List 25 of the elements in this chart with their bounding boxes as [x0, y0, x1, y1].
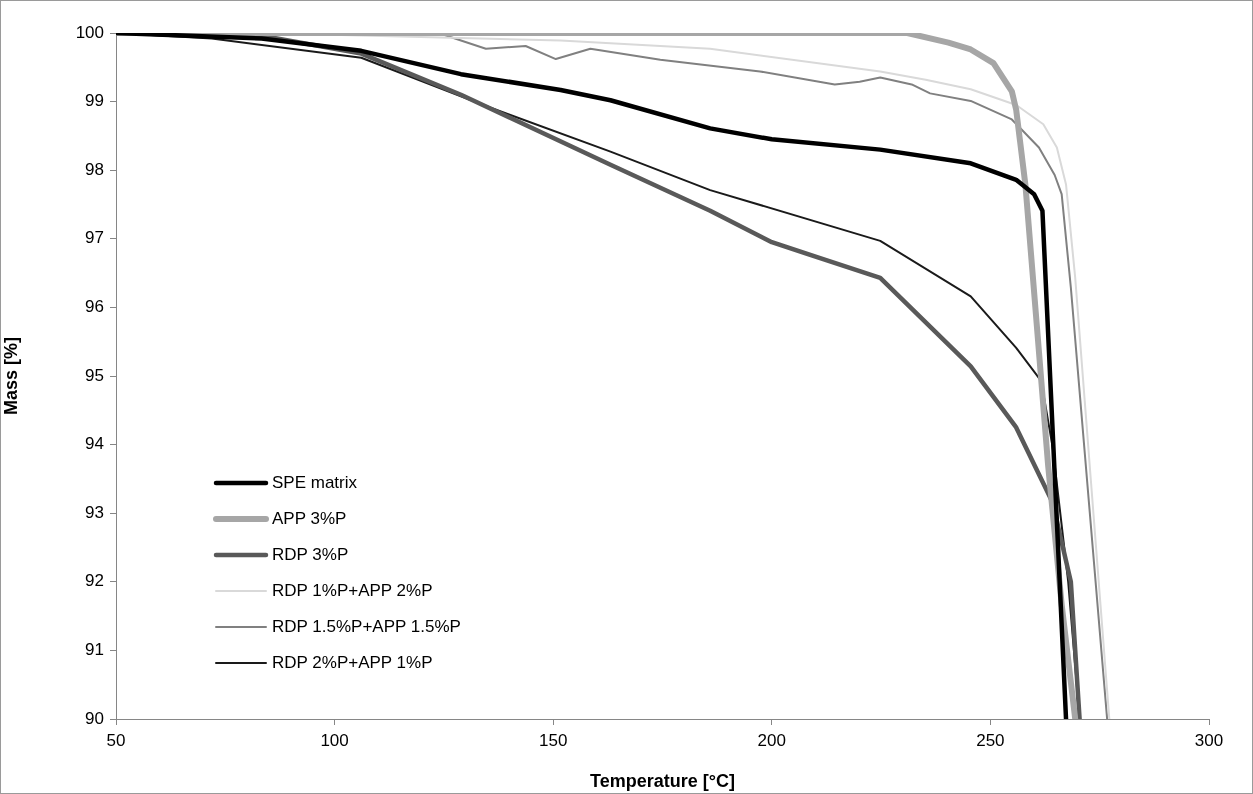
- x-tick-label: 250: [976, 730, 1005, 750]
- y-tick-label: 98: [85, 159, 104, 179]
- x-tick-label: 100: [320, 730, 349, 750]
- legend-label: APP 3%P: [272, 508, 347, 528]
- y-tick-label: 94: [85, 434, 104, 454]
- y-tick-label: 97: [85, 228, 104, 248]
- legend-label: RDP 3%P: [272, 544, 349, 564]
- x-tick-label: 300: [1194, 730, 1224, 750]
- y-tick-label: 93: [85, 502, 104, 522]
- legend-label: RDP 2%P+APP 1%P: [272, 652, 433, 672]
- y-tick-label: 90: [85, 708, 104, 728]
- x-tick-label: 200: [757, 730, 786, 750]
- y-axis-title: Mass [%]: [0, 336, 21, 416]
- y-tick-label: 91: [85, 640, 104, 660]
- legend-label: SPE matrix: [272, 472, 358, 492]
- y-tick-label: 96: [85, 297, 104, 317]
- y-tick-label: 92: [85, 571, 104, 591]
- x-axis-title: Temperature [°C]: [590, 771, 735, 792]
- x-tick-label: 150: [539, 730, 568, 750]
- y-tick-label: 100: [75, 22, 104, 42]
- y-tick-label: 99: [85, 91, 104, 111]
- x-tick-label: 50: [106, 730, 126, 750]
- legend-label: RDP 1%P+APP 2%P: [272, 580, 433, 600]
- y-tick-label: 95: [85, 365, 104, 385]
- legend-label: RDP 1.5%P+APP 1.5%P: [272, 616, 461, 636]
